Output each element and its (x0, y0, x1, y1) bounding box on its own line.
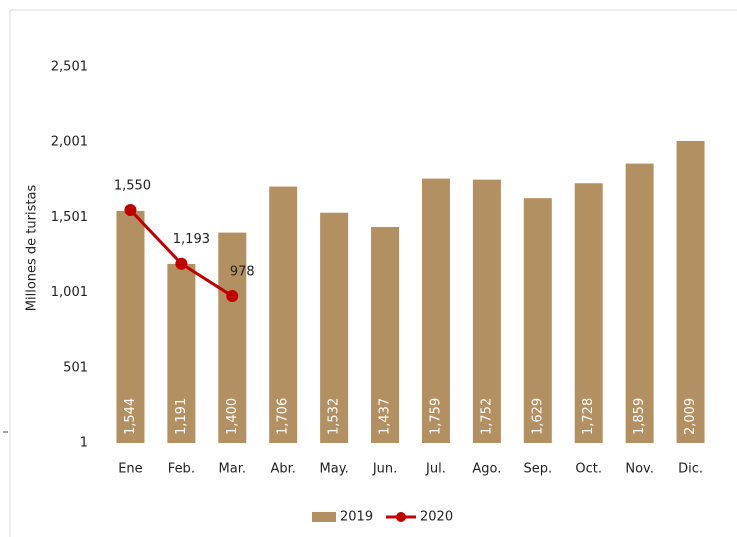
bar (269, 186, 298, 443)
x-tick-label: Sep. (523, 462, 552, 477)
legend-swatch (312, 512, 336, 522)
bar (116, 210, 145, 443)
x-tick-label: Abr. (270, 462, 295, 477)
bar-label: 1,759 (428, 398, 443, 435)
y-axis-label: Millones de turistas (25, 185, 40, 312)
y-tick-label: 2,001 (51, 135, 88, 150)
x-tick-label: Oct. (575, 462, 602, 477)
bar (574, 183, 603, 443)
bar-label: 1,532 (327, 398, 342, 435)
bar (421, 178, 450, 443)
bar (523, 198, 552, 443)
bar-label: 1,752 (479, 398, 494, 435)
y-tick-label: 1 (80, 436, 88, 451)
bar-label: 1,706 (276, 398, 291, 435)
x-tick-label: Mar. (219, 462, 246, 477)
legend-label: 2019 (340, 510, 373, 525)
y-tick-label: 1,001 (51, 285, 88, 300)
bar (320, 212, 349, 443)
x-tick-label: Ago. (472, 462, 501, 477)
x-tick-label: Jul. (425, 462, 446, 477)
bar-label: 1,544 (123, 398, 138, 435)
bar (472, 179, 501, 443)
bar (371, 227, 400, 443)
y-tick-label: 2,501 (51, 60, 88, 75)
line-label: 1,193 (173, 232, 210, 247)
line-point (124, 204, 137, 217)
bar-label: 1,437 (378, 398, 393, 435)
x-tick-label: Feb. (168, 462, 195, 477)
line-point (226, 290, 239, 303)
bar (676, 140, 705, 443)
bar-label: 2,009 (683, 398, 698, 435)
y-tick-label: 1,501 (51, 210, 88, 225)
legend-swatch (396, 512, 406, 522)
bar (625, 163, 654, 443)
x-tick-label: Ene (118, 462, 142, 477)
x-tick-label: Jun. (372, 462, 397, 477)
line-point (175, 257, 188, 270)
bar-label: 1,191 (174, 398, 189, 435)
y-tick-label: 501 (63, 360, 88, 375)
line-label: 1,550 (114, 179, 151, 194)
bar-label: 1,400 (225, 398, 240, 435)
bar-label: 1,859 (632, 398, 647, 435)
bar-label: 1,629 (530, 398, 545, 435)
x-tick-label: Nov. (625, 462, 654, 477)
line-label: 978 (230, 265, 255, 280)
x-tick-label: Dic. (678, 462, 703, 477)
bar-label: 1,728 (581, 398, 596, 435)
x-tick-label: May. (320, 462, 349, 477)
bar (218, 232, 247, 443)
legend-label: 2020 (420, 510, 453, 525)
bar (167, 264, 196, 443)
